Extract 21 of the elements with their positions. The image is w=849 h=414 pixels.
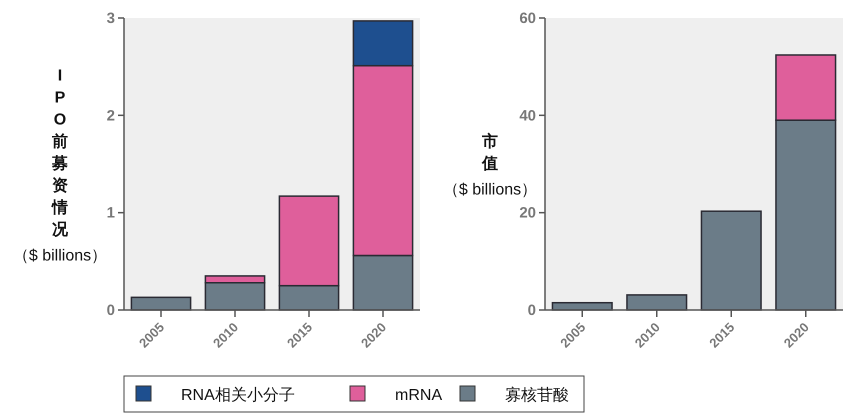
bar: [204, 282, 266, 311]
y-tick-label: 3: [106, 10, 115, 27]
legend-label: 寡核苷酸: [505, 386, 569, 404]
bar: [130, 296, 192, 311]
y-tick-label: 40: [519, 107, 536, 124]
y-axis-title: 市值（$ billions）: [442, 132, 538, 199]
legend-label: mRNA: [395, 387, 442, 404]
y-tick-label: 20: [519, 204, 536, 222]
y-tick-label: 1: [106, 204, 115, 222]
y-tick-label: 60: [519, 10, 536, 27]
text: IPO前募资情况（$ billions）: [12, 68, 108, 265]
bar: [278, 284, 340, 311]
y-tick-label: 2: [106, 107, 115, 124]
bar: [700, 210, 762, 311]
bar: [352, 254, 414, 311]
bar: [278, 195, 340, 286]
y-tick-label: 0: [528, 302, 536, 319]
legend-label: RNA相关小分子: [181, 386, 295, 404]
bar: [626, 294, 688, 311]
y-tick-label: 0: [106, 302, 115, 319]
bar: [204, 275, 266, 284]
